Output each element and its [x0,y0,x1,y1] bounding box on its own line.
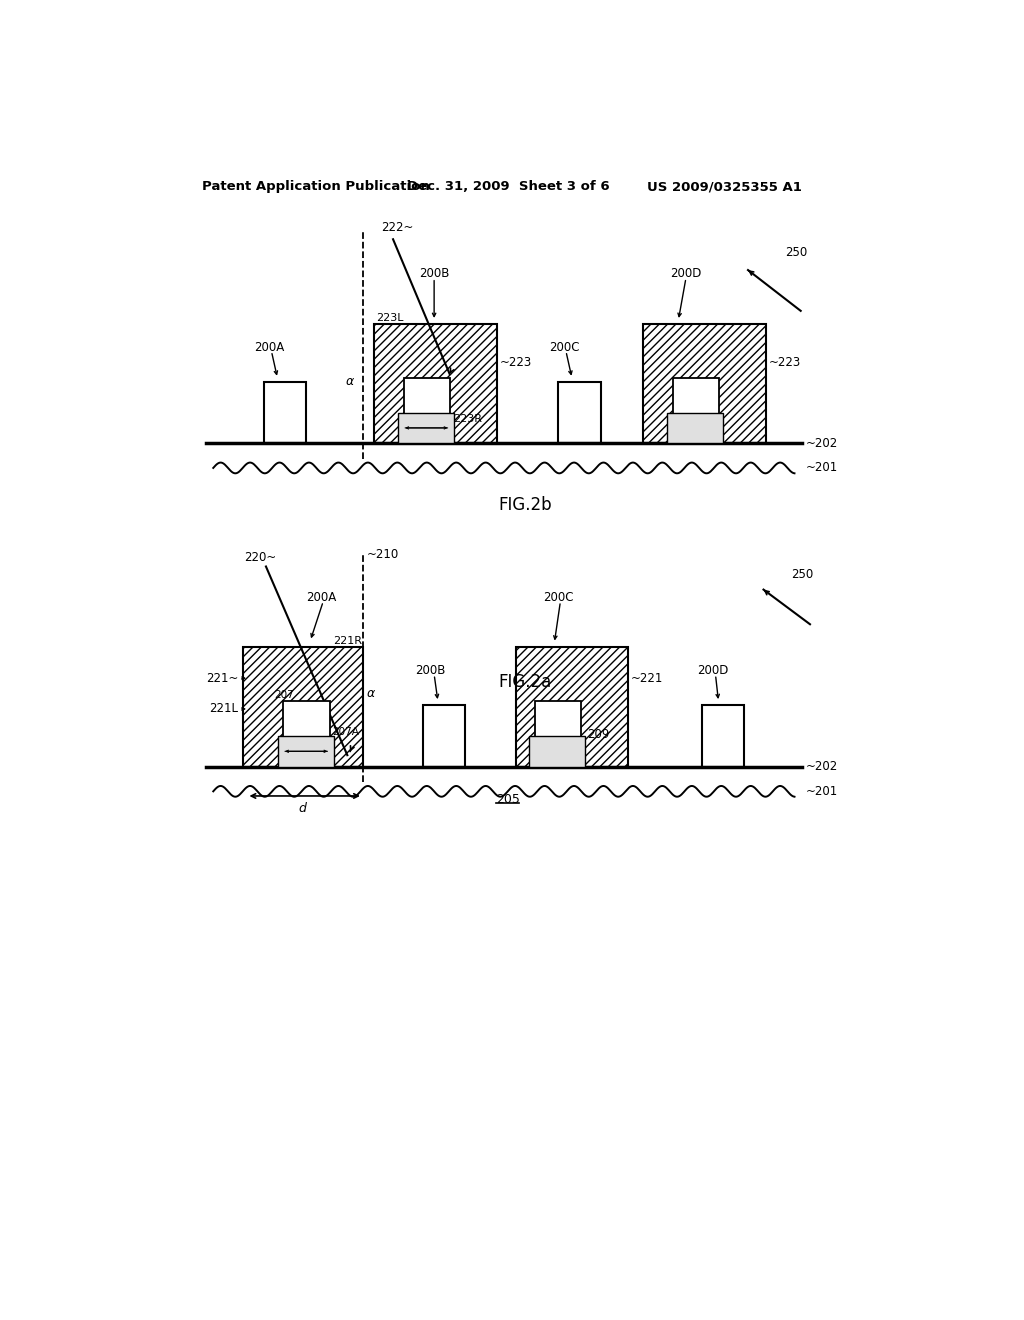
Text: 200C: 200C [549,341,580,354]
Text: 221~: 221~ [206,672,238,685]
Text: ~202: ~202 [806,437,839,450]
Text: 200B: 200B [415,664,445,677]
Text: Dec. 31, 2009  Sheet 3 of 6: Dec. 31, 2009 Sheet 3 of 6 [407,181,609,194]
Bar [515,647,628,767]
Text: ~201: ~201 [806,785,839,797]
Text: 223R: 223R [453,413,481,424]
Bar [423,705,465,767]
Text: 209: 209 [588,727,610,741]
Bar [263,381,306,444]
Text: 200D: 200D [671,268,701,280]
Text: ~201: ~201 [806,462,839,474]
Bar [398,413,455,444]
Text: ~210: ~210 [367,548,399,561]
Text: ~221: ~221 [631,672,664,685]
Bar [535,701,582,767]
Text: ~223: ~223 [500,356,532,370]
Text: 223L: 223L [376,313,403,323]
Text: 250: 250 [785,246,808,259]
Text: α: α [367,686,375,700]
Text: d: d [298,801,306,814]
Text: 221L: 221L [209,702,238,715]
Text: FIG.2b: FIG.2b [498,496,552,513]
Bar [673,378,719,444]
Text: 222~: 222~ [381,222,414,234]
Text: 207A: 207A [332,727,358,737]
Text: 207: 207 [274,690,295,700]
Text: ~223: ~223 [769,356,801,370]
Text: 200A: 200A [254,341,285,354]
Bar [375,323,497,444]
Bar [558,381,601,444]
Bar [279,737,334,767]
Bar [243,647,362,767]
Text: 250: 250 [791,568,813,581]
Text: 200A: 200A [306,591,337,603]
Text: 205: 205 [496,792,520,805]
Bar [668,413,723,444]
Text: Patent Application Publication: Patent Application Publication [202,181,429,194]
Bar [529,737,586,767]
Text: FIG.2a: FIG.2a [498,673,552,690]
Bar [643,323,766,444]
Bar [403,378,451,444]
Text: 200B: 200B [419,268,449,280]
Text: 220~: 220~ [245,550,276,564]
Text: α: α [346,375,354,388]
Bar [283,701,330,767]
Text: 200C: 200C [543,591,573,603]
Text: US 2009/0325355 A1: US 2009/0325355 A1 [647,181,802,194]
Bar [701,705,744,767]
Text: 200D: 200D [697,664,729,677]
Text: ~202: ~202 [806,760,839,774]
Text: 221R: 221R [334,636,362,647]
